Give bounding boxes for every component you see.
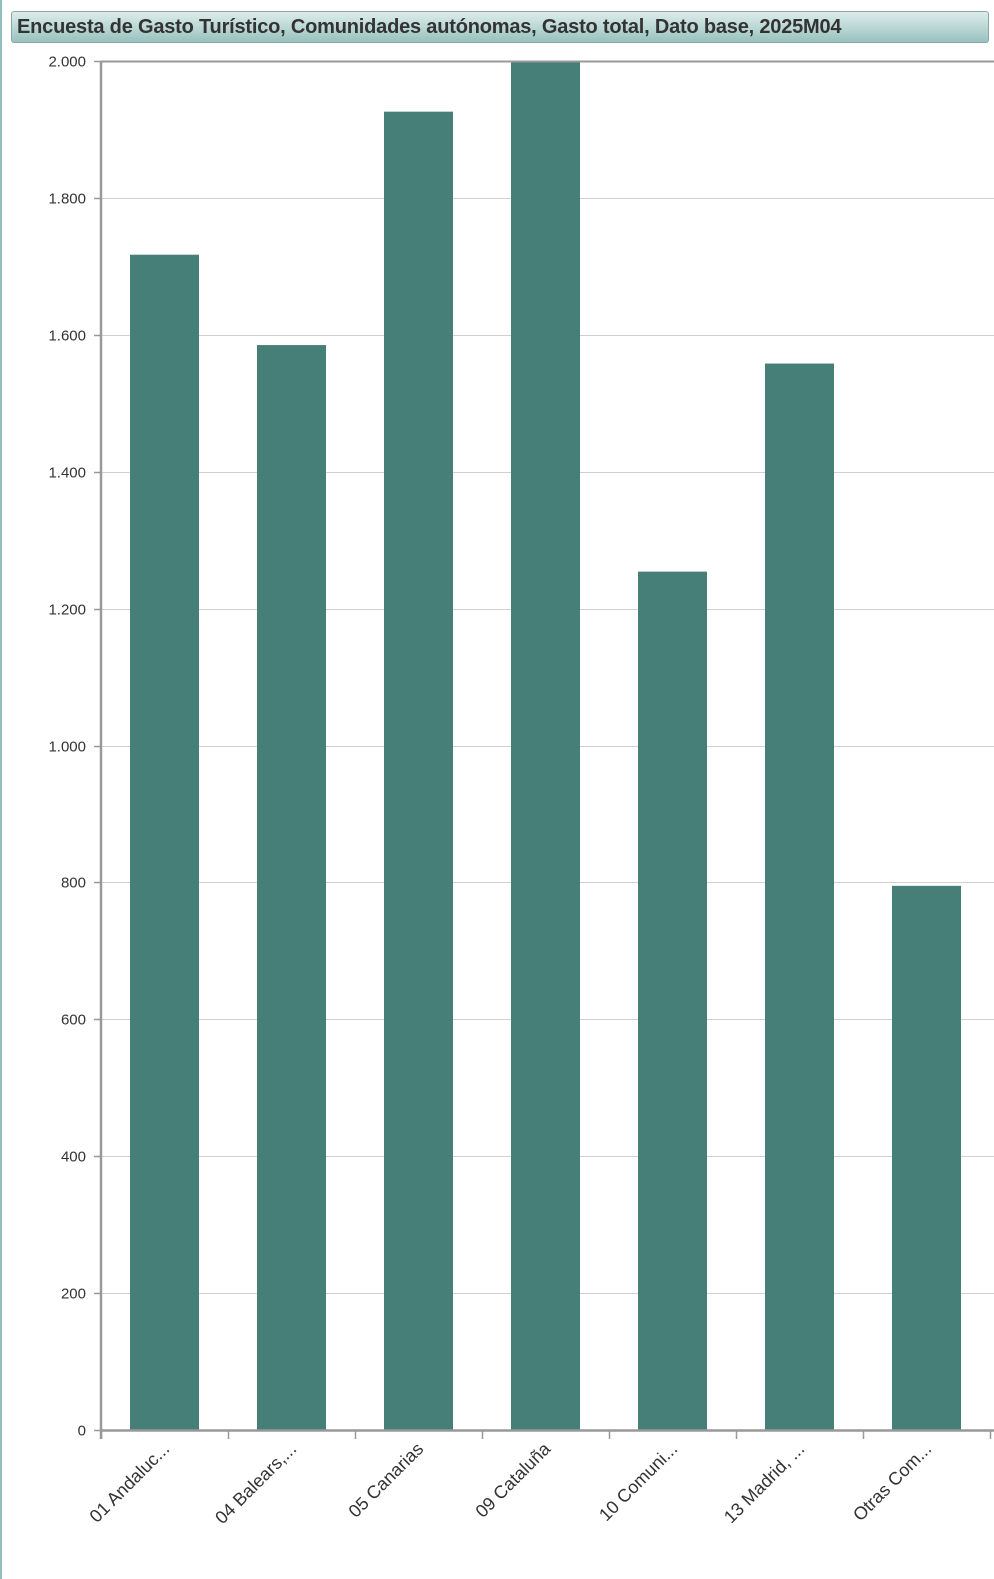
x-tick-label: 04 Balears,... bbox=[211, 1439, 300, 1528]
x-tick-label: 13 Madrid, ... bbox=[720, 1439, 808, 1527]
x-tick-label: 05 Canarias bbox=[345, 1439, 428, 1522]
x-tick-label: 01 Andaluc... bbox=[86, 1439, 174, 1527]
y-tick-label: 1.600 bbox=[48, 328, 86, 345]
x-tick-label: Otras Com... bbox=[849, 1439, 935, 1525]
y-tick-label: 2.000 bbox=[48, 54, 86, 71]
bars bbox=[130, 62, 961, 1431]
x-tick-label: 09 Cataluña bbox=[472, 1438, 555, 1521]
bar[interactable] bbox=[638, 571, 707, 1430]
chart-title-bar: Encuesta de Gasto Turístico, Comunidades… bbox=[11, 11, 989, 43]
x-axis-ticks: 01 Andaluc... 04 Balears,... 05 Canarias 09… bbox=[86, 1430, 992, 1528]
bar[interactable] bbox=[892, 885, 961, 1430]
bar[interactable] bbox=[511, 62, 580, 1430]
y-tick-label: 600 bbox=[61, 1012, 86, 1029]
x-tick-label: 10 Comuni... bbox=[595, 1439, 681, 1525]
bar[interactable] bbox=[384, 111, 453, 1431]
y-tick-label: 0 bbox=[78, 1423, 86, 1440]
y-tick-label: 1.800 bbox=[48, 191, 86, 208]
bar[interactable] bbox=[765, 363, 834, 1430]
bar[interactable] bbox=[257, 345, 326, 1430]
y-tick-label: 800 bbox=[61, 875, 86, 892]
y-tick-label: 1.200 bbox=[48, 602, 86, 619]
y-tick-label: 200 bbox=[61, 1286, 86, 1303]
axes bbox=[99, 60, 994, 1439]
chart-title: Encuesta de Gasto Turístico, Comunidades… bbox=[17, 16, 842, 38]
y-tick-label: 1.000 bbox=[48, 739, 86, 756]
bar[interactable] bbox=[130, 254, 199, 1430]
y-tick-label: 1.400 bbox=[48, 465, 86, 482]
y-axis-ticks: 0 200 400 600 800 1.000 1.200 1.400 1.600 1.800 2.… bbox=[48, 54, 101, 1440]
y-tick-label: 400 bbox=[61, 1149, 86, 1166]
